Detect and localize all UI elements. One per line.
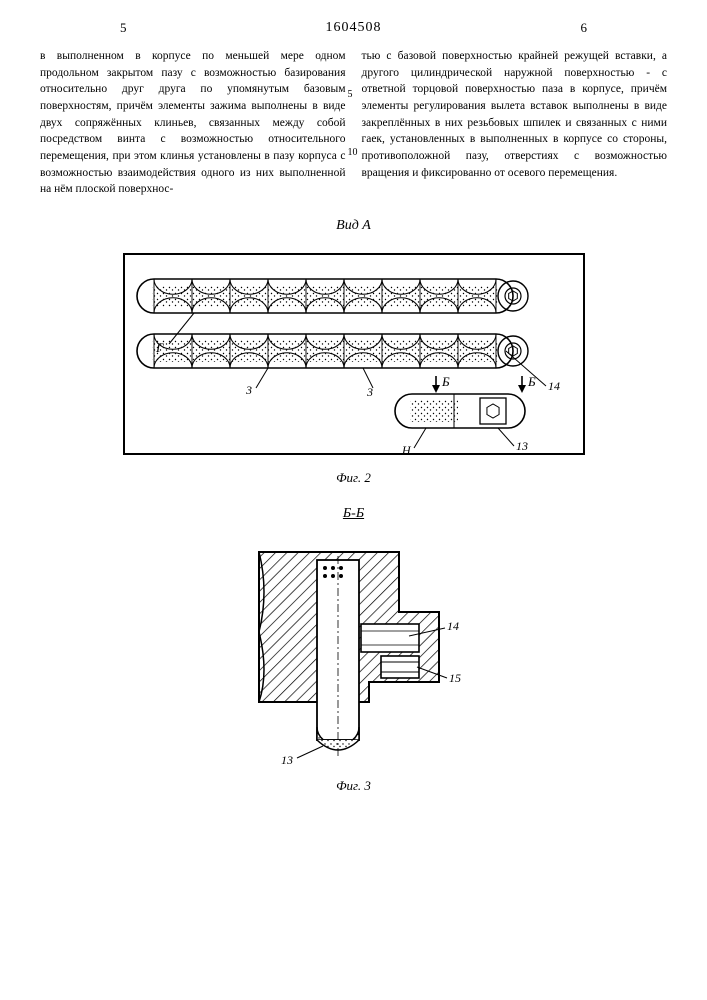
page-number-right: 6 [581,20,588,36]
line-mark-10: 10 [348,146,358,161]
svg-text:14: 14 [548,379,560,393]
patent-number: 1604508 [40,20,667,36]
text-columns: в выполненном в корпусе по меньшей мере … [40,48,667,198]
svg-text:15: 15 [449,671,461,685]
svg-text:3: 3 [245,383,252,397]
svg-text:3: 3 [366,385,373,399]
line-mark-5: 5 [348,88,353,103]
figure-3-caption: Фиг. 3 [40,778,667,794]
svg-text:13: 13 [281,753,293,767]
figure-2-title: Вид А [40,218,667,234]
figure-3-title: Б-Б [40,506,667,522]
svg-text:Б: Б [441,374,450,389]
figure-3-block: Б-Б 14 15 13 Фиг. 3 [40,506,667,794]
svg-text:Г: Г [155,340,164,355]
figure-2-svg: ББ13НГ3314 [114,244,594,464]
svg-text:14: 14 [447,619,459,633]
figure-3-svg: 14 15 13 [239,532,469,772]
page-container: 5 6 1604508 в выполненном в корпусе по м… [0,0,707,1000]
figure-2-block: Вид А ББ13НГ3314 Фиг. 2 [40,218,667,486]
left-column: в выполненном в корпусе по меньшей мере … [40,48,346,198]
figure-2-caption: Фиг. 2 [40,470,667,486]
col-text-right: тью с базовой поверхностью крайней режущ… [362,50,668,179]
page-number-left: 5 [120,20,127,36]
col-text-left: в выполненном в корпусе по меньшей мере … [40,50,346,195]
svg-text:Н: Н [401,443,412,457]
right-column: 5 10 тью с базовой поверхностью крайней … [362,48,668,198]
svg-text:13: 13 [516,439,528,453]
